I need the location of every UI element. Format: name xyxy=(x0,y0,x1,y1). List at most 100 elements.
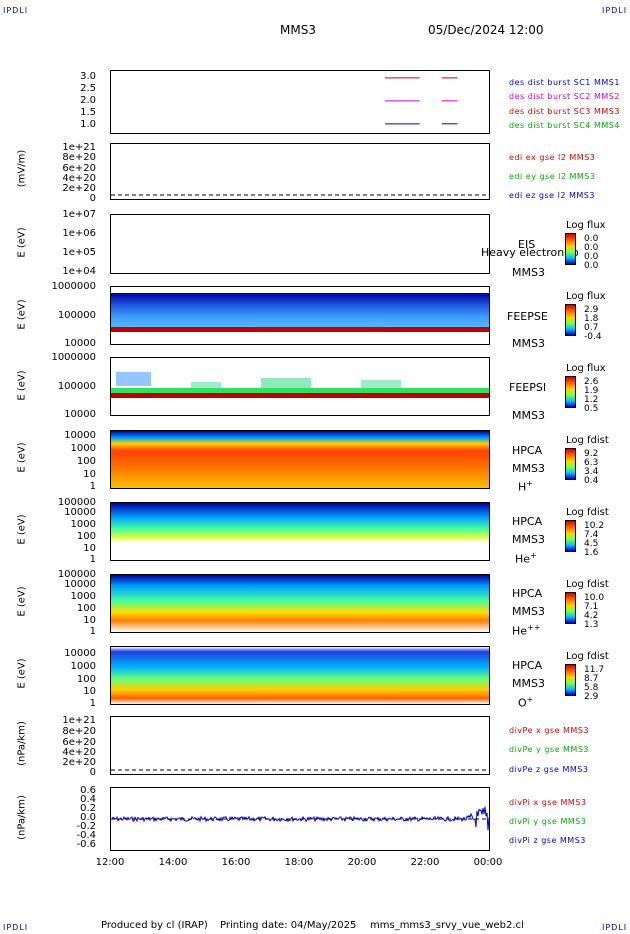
colorbar-value: 9.2 xyxy=(584,449,599,459)
instrument-label: HPCA xyxy=(512,444,543,457)
ylabel: E (eV) xyxy=(16,370,28,401)
colorbar-value: 0.7 xyxy=(584,323,599,333)
legend-entry: divPe z gse MMS3 xyxy=(509,765,589,774)
colorbar-title: Log fdist xyxy=(566,579,609,590)
species-name: O xyxy=(518,696,527,710)
xtick: 00:00 xyxy=(473,857,503,868)
divpi-z-trace xyxy=(111,806,489,831)
xtick: 18:00 xyxy=(284,857,314,868)
ytick: 2.5 xyxy=(80,83,96,94)
ytick: 6e+20 xyxy=(62,737,96,748)
ytick: 8e+20 xyxy=(62,152,96,163)
ytick: 10000 xyxy=(64,648,96,659)
ytick: 10000 xyxy=(64,338,96,349)
colorbar-value: 1.2 xyxy=(584,395,599,405)
ytick: 2e+20 xyxy=(62,183,96,194)
legend-entry: des dist burst SC2 MMS2 xyxy=(509,92,620,101)
colorbar xyxy=(565,376,576,408)
ylabel: E (eV) xyxy=(16,586,28,617)
legend-entry: edi ey gse l2 MMS3 xyxy=(509,172,596,181)
legend-entry: divPe x gse MMS3 xyxy=(509,726,589,735)
panel-des-dist-burst xyxy=(110,70,490,134)
ytick: 1 xyxy=(89,554,96,565)
legend-entry: divPi z gse MMS3 xyxy=(509,836,586,845)
ytick: 0.4 xyxy=(80,794,96,805)
colorbar-title: Log fdist xyxy=(566,651,609,662)
colorbar-value: 0.0 xyxy=(584,261,599,271)
corner-label-tr: IPDLI xyxy=(602,6,628,15)
colorbar-value: 0.0 xyxy=(584,243,599,253)
mission-title: MMS3 xyxy=(280,23,316,37)
ytick: 100 xyxy=(76,603,96,614)
colorbar-title: Log flux xyxy=(566,363,606,374)
species-label: He+ xyxy=(515,551,537,566)
ytick: -0.6 xyxy=(76,839,96,850)
ytick: 10 xyxy=(83,543,96,554)
ytick: 1e+21 xyxy=(62,142,96,153)
panel-feepse xyxy=(110,286,490,345)
legend-entry: des dist burst SC4 MMS4 xyxy=(509,121,620,130)
colorbar-value: -0.4 xyxy=(584,332,602,342)
ylabel: E (eV) xyxy=(16,442,28,473)
species-name: He xyxy=(512,624,528,638)
legend-entry: divPe y gse MMS3 xyxy=(509,745,589,754)
ytick: 10000 xyxy=(64,409,96,420)
ylabel: E (eV) xyxy=(16,227,28,258)
spacecraft-label: MMS3 xyxy=(512,533,545,546)
spacecraft-label: MMS3 xyxy=(512,677,545,690)
panel-hpca-h xyxy=(110,430,490,489)
panel-hpca-he xyxy=(110,502,490,561)
species-charge: + xyxy=(526,695,534,704)
ytick: 100000 xyxy=(57,497,96,508)
colorbar-title: Log fdist xyxy=(566,507,609,518)
colorbar-value: 0.4 xyxy=(584,476,599,486)
ylabel: E (eV) xyxy=(16,514,28,545)
xtick: 12:00 xyxy=(95,857,125,868)
ytick: 100 xyxy=(76,674,96,685)
ytick: -0.4 xyxy=(76,830,96,841)
hpca-h-spectrogram xyxy=(111,431,489,488)
footer-producer: Produced by cl (IRAP) xyxy=(101,920,208,931)
colorbar-value: 0.5 xyxy=(584,404,599,414)
ytick: 1 xyxy=(89,698,96,709)
panel-edi-e xyxy=(110,143,490,200)
ytick: 10 xyxy=(83,686,96,697)
ytick: 1e+06 xyxy=(62,228,96,239)
legend-entry: des dist burst SC3 MMS3 xyxy=(509,107,620,116)
corner-label-br: IPDLI xyxy=(602,923,628,932)
instrument-label: HPCA xyxy=(512,659,543,672)
spacecraft-label: MMS3 xyxy=(512,605,545,618)
overlay-label: Heavy electron to xyxy=(481,246,579,259)
panel-divpi xyxy=(110,787,490,851)
instrument-label: EIS xyxy=(518,238,536,251)
colorbar-value: 2.9 xyxy=(584,692,599,702)
colorbar-value: 5.8 xyxy=(584,683,599,693)
ytick: 1000000 xyxy=(51,281,96,292)
colorbar-value: 8.7 xyxy=(584,674,599,684)
corner-label-bl: IPDLI xyxy=(3,923,29,932)
ytick: 100 xyxy=(76,456,96,467)
colorbar-title: Log flux xyxy=(566,220,606,231)
ytick: 100000 xyxy=(57,310,96,321)
legend-entry: des dist burst SC1 MMS1 xyxy=(509,78,620,87)
ytick: 100 xyxy=(76,531,96,542)
species-name: H xyxy=(518,480,527,494)
colorbar-value: 4.2 xyxy=(584,611,599,621)
spacecraft-label: MMS3 xyxy=(512,266,545,279)
colorbar xyxy=(565,448,576,480)
hpca-he-spectrogram xyxy=(111,503,489,560)
spacecraft-label: MMS3 xyxy=(512,337,545,350)
legend-entry: divPi x gse MMS3 xyxy=(509,798,587,807)
species-charge: + xyxy=(526,479,533,488)
ytick: 1 xyxy=(89,626,96,637)
ylabel: (nPa/km) xyxy=(16,721,28,766)
panel-hpca-o xyxy=(110,646,490,705)
panel-divpe xyxy=(110,716,490,775)
spacecraft-label: MMS3 xyxy=(512,409,545,422)
colorbar xyxy=(565,520,576,552)
colorbar xyxy=(565,233,576,265)
instrument-label: HPCA xyxy=(512,515,543,528)
divpe-plot xyxy=(111,769,489,771)
colorbar xyxy=(565,304,576,336)
footer-file: mms_mms3_srvy_vue_web2.cl xyxy=(370,920,524,931)
